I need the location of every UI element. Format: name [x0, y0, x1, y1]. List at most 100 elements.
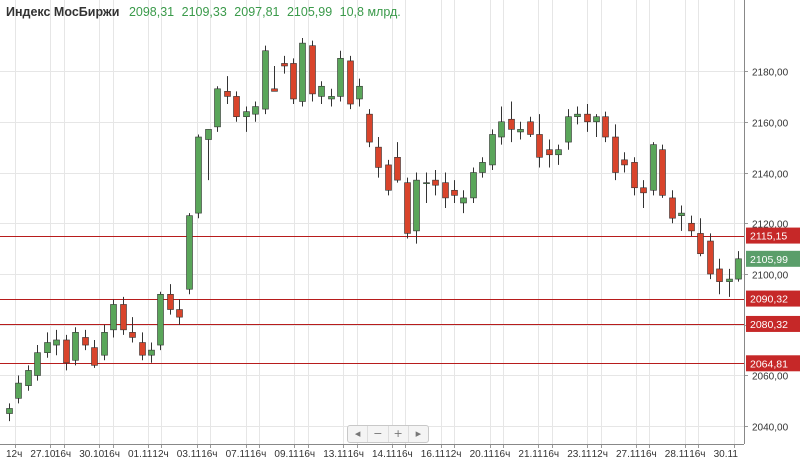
x-tick-label: 12ч	[6, 449, 22, 460]
candle-body	[252, 106, 259, 115]
candle-body	[460, 197, 467, 204]
candle-body	[290, 63, 297, 100]
x-tick-label: 27.10	[30, 449, 55, 460]
candle-body	[243, 111, 250, 118]
candle-body	[640, 187, 647, 194]
candle-body	[574, 113, 581, 118]
chart-header: Индекс МосБиржи 2098,31 2109,33 2097,81 …	[6, 5, 401, 19]
candle-body	[262, 50, 269, 110]
x-tick-label: 16ч	[396, 449, 412, 460]
level-tag	[746, 290, 800, 307]
candle-body	[53, 339, 60, 346]
candle-body	[498, 121, 505, 138]
x-tick-label: 16ч	[543, 449, 559, 460]
candle-body	[726, 278, 733, 282]
x-tick-label: 16ч	[201, 449, 217, 460]
candle-body	[328, 96, 335, 100]
level-label: 2090,32	[750, 294, 788, 306]
candle-body	[195, 136, 202, 214]
x-tick-label: 01.11	[128, 449, 153, 460]
high-value: 2109,33	[181, 5, 227, 19]
candle-body	[271, 88, 278, 92]
candle-body	[91, 347, 98, 366]
candle-body	[186, 215, 193, 290]
zoom-in-button[interactable]: +	[389, 426, 409, 442]
level-tag	[746, 227, 800, 244]
scroll-left-button[interactable]: ◂	[348, 426, 369, 442]
candle-body	[697, 233, 704, 255]
candle-body	[602, 116, 609, 138]
candle-body	[101, 332, 108, 356]
scroll-right-button[interactable]: ▸	[415, 427, 422, 440]
candle-body	[233, 96, 240, 118]
candle-body	[404, 182, 411, 234]
x-tick-label: 16ч	[104, 449, 120, 460]
candle-body	[707, 240, 714, 275]
candle-body	[72, 332, 79, 361]
x-tick-label: 16ч	[348, 449, 364, 460]
low-value: 2097,81	[234, 5, 280, 19]
candle-body	[385, 164, 392, 191]
candle-body	[650, 144, 657, 191]
candle-body	[593, 116, 600, 123]
candle-body	[517, 129, 524, 133]
candle-body	[716, 268, 723, 282]
candle-body	[281, 63, 288, 67]
volume-value: 10,8 млрд.	[339, 5, 401, 19]
x-tick-label: 12ч	[152, 449, 168, 460]
candle-body	[479, 162, 486, 173]
x-tick-label: 16ч	[494, 449, 510, 460]
x-tick-label: 16ч	[55, 449, 71, 460]
candle-body	[120, 304, 127, 331]
x-tick-label: 03.11	[177, 449, 202, 460]
candle-body	[555, 149, 562, 156]
candle-body	[356, 85, 363, 100]
candle-body	[621, 159, 628, 166]
y-tick-label: 2120,00	[752, 220, 789, 231]
candle-body	[584, 113, 591, 123]
candle-body	[63, 339, 70, 364]
candle-body	[527, 121, 534, 135]
candle-body	[451, 189, 458, 196]
candle-body	[631, 162, 638, 189]
candle-body	[565, 116, 572, 143]
open-value: 2098,31	[128, 5, 175, 19]
candle-body	[205, 129, 212, 140]
candle-body	[6, 408, 13, 414]
level-tag	[746, 315, 800, 332]
candle-body	[44, 342, 51, 353]
close-value: 2105,99	[286, 5, 333, 19]
candle-body	[470, 172, 477, 199]
level-tag	[746, 355, 800, 372]
candle-body	[309, 45, 316, 95]
x-tick-label: 16.11	[421, 449, 446, 460]
candle-body	[15, 382, 22, 399]
candle-body	[659, 149, 666, 196]
y-tick-label: 2100,00	[752, 271, 789, 282]
candle-body	[25, 370, 32, 386]
candle-body	[157, 294, 164, 346]
candle-body	[299, 42, 306, 102]
x-tick-label: 09.11	[274, 449, 299, 460]
x-tick-label: 30.11	[714, 449, 739, 460]
zoom-out-button[interactable]: −	[368, 426, 389, 442]
candle-body	[224, 91, 231, 97]
y-tick-label: 2180,00	[752, 68, 789, 79]
candle-body	[735, 258, 742, 280]
candle-body	[337, 58, 344, 97]
plot-background	[0, 0, 744, 444]
x-tick-label: 13.11	[323, 449, 348, 460]
candle-body	[536, 134, 543, 158]
candle-body	[423, 182, 430, 184]
y-tick-label: 2040,00	[752, 423, 789, 434]
candle-body	[375, 146, 382, 168]
x-tick-label: 12ч	[445, 449, 461, 460]
candle-body	[489, 134, 496, 166]
candle-body	[139, 342, 146, 356]
candle-body	[508, 118, 515, 130]
x-tick-label: 27.11	[616, 449, 641, 460]
candle-body	[148, 349, 155, 356]
x-tick-label: 16ч	[250, 449, 266, 460]
x-tick-label: 21.11	[518, 449, 543, 460]
